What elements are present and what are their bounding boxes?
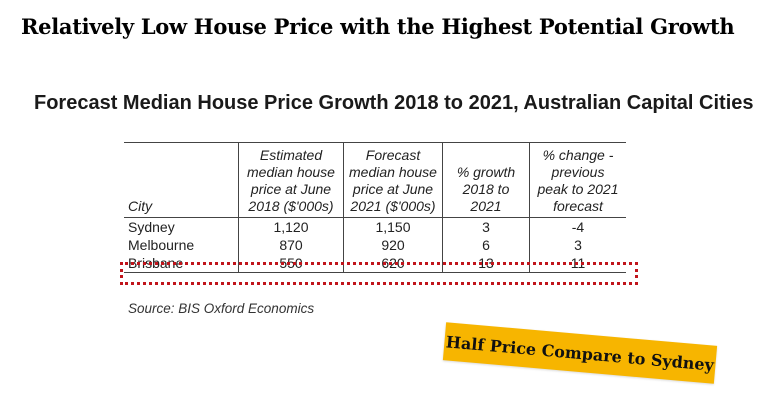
source-note: Source: BIS Oxford Economics [128, 301, 315, 316]
growth-cell: 6 [442, 236, 530, 254]
table-header-row: City Estimated median house price at Jun… [124, 142, 626, 218]
city-cell: Sydney [128, 219, 175, 235]
header-line: previous [551, 164, 605, 180]
header-line: peak to 2021 [537, 181, 619, 197]
change-cell: 3 [529, 236, 626, 254]
forecast-table: City Estimated median house price at Jun… [124, 142, 626, 273]
table-row-melbourne: Melbourne 870 920 6 3 [124, 236, 626, 254]
header-line: 2018 to [462, 181, 510, 197]
table-row-sydney: Sydney 1,120 1,150 3 -4 [124, 217, 626, 236]
header-line: 2018 ($'000s) [248, 198, 334, 214]
header-line: Forecast [365, 147, 421, 163]
forecast-cell: 1,150 [343, 217, 443, 236]
forecast-cell: 920 [343, 236, 443, 254]
estimated-cell: 1,120 [238, 217, 344, 236]
header-line: median house [349, 164, 437, 180]
estimated-cell: 870 [238, 236, 344, 254]
callout-sticky-note: Half Price Compare to Sydney [442, 322, 718, 384]
column-header-growth: % growth 2018 to 2021 [442, 142, 530, 218]
column-header-forecast: Forecast median house price at June 2021… [343, 142, 443, 218]
header-line: price at June [352, 181, 434, 197]
brisbane-highlight-box [120, 262, 638, 285]
header-line: 2021 ($'000s) [350, 198, 436, 214]
column-header-city: City [124, 142, 239, 218]
header-line: forecast [553, 198, 603, 214]
header-line: % growth [456, 164, 516, 180]
table-title: Forecast Median House Price Growth 2018 … [34, 92, 754, 114]
column-header-estimated: Estimated median house price at June 201… [238, 142, 344, 218]
callout-text: Half Price Compare to Sydney [445, 331, 715, 375]
column-header-change: % change - previous peak to 2021 forecas… [529, 142, 626, 218]
city-cell: Melbourne [128, 237, 195, 253]
header-line: % change - [542, 147, 614, 163]
change-cell: -4 [529, 217, 626, 236]
header-line: median house [247, 164, 335, 180]
page-headline: Relatively Low House Price with the High… [21, 14, 735, 39]
growth-cell: 3 [442, 217, 530, 236]
header-line: Estimated [259, 147, 323, 163]
header-line: price at June [250, 181, 332, 197]
header-line: 2021 [470, 198, 502, 214]
